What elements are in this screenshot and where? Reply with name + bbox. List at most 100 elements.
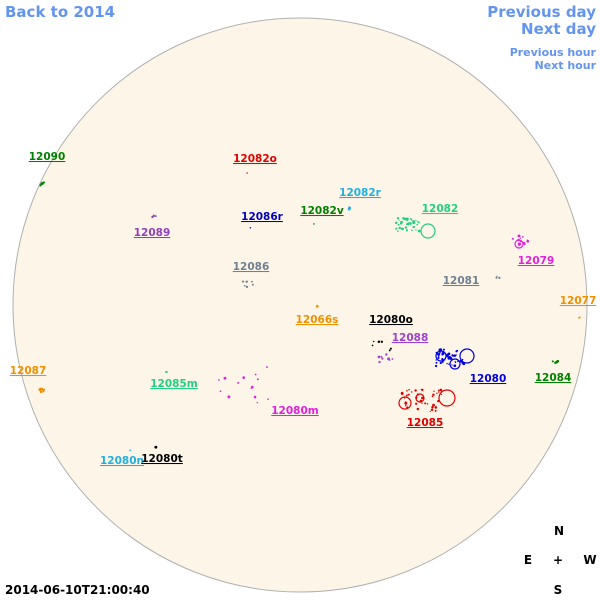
sunspot-large bbox=[435, 350, 447, 362]
sunspot bbox=[577, 317, 580, 319]
sunspot bbox=[406, 217, 409, 220]
region-label: 12089 bbox=[134, 227, 171, 239]
sunspot-large bbox=[420, 223, 436, 239]
sunspot bbox=[456, 349, 459, 352]
sunspot bbox=[246, 172, 248, 174]
compass-center: + bbox=[553, 553, 563, 567]
sunspot bbox=[432, 403, 435, 407]
sunspot bbox=[439, 361, 442, 365]
sunspot bbox=[511, 237, 514, 240]
sunspot bbox=[455, 354, 457, 356]
sunspot bbox=[395, 221, 398, 225]
sunspot-large bbox=[459, 348, 475, 364]
sunspot bbox=[421, 396, 424, 400]
sunspot bbox=[389, 347, 392, 350]
sunspot bbox=[398, 226, 401, 230]
sunspot bbox=[404, 226, 408, 229]
sunspot bbox=[410, 218, 412, 221]
timestamp: 2014-06-10T21:00:40 bbox=[5, 583, 150, 597]
sunspot bbox=[409, 222, 412, 225]
sunspot bbox=[154, 215, 157, 218]
sunspot bbox=[517, 234, 521, 238]
sunspot bbox=[154, 445, 158, 449]
sunspot bbox=[436, 400, 440, 403]
back-link[interactable]: Back to 2014 bbox=[5, 3, 115, 21]
sunspot bbox=[395, 227, 398, 230]
compass-east: E bbox=[524, 553, 532, 567]
sunspot bbox=[266, 366, 268, 368]
sunspot bbox=[498, 276, 501, 279]
sunspot bbox=[433, 390, 435, 392]
sunspot bbox=[517, 242, 521, 245]
sunspot bbox=[381, 357, 384, 360]
sunspot bbox=[435, 361, 438, 364]
sunspot bbox=[377, 355, 381, 359]
sunspot bbox=[41, 387, 44, 391]
sunspot bbox=[411, 229, 413, 232]
previous-day-link[interactable]: Previous day bbox=[487, 3, 596, 21]
sunspot bbox=[245, 285, 249, 288]
sunspot bbox=[416, 407, 420, 411]
region-label: 12080 bbox=[470, 373, 507, 385]
sunspot bbox=[400, 392, 404, 395]
next-hour-link[interactable]: Next hour bbox=[535, 59, 597, 72]
region-label: 12090 bbox=[29, 151, 66, 163]
sunspot bbox=[453, 354, 457, 357]
sunspot bbox=[250, 387, 252, 390]
sunspot bbox=[397, 218, 399, 220]
sunspot bbox=[522, 236, 524, 238]
sunspot bbox=[151, 215, 154, 219]
sunspot bbox=[440, 393, 442, 396]
region-label: 12081 bbox=[443, 275, 480, 287]
sunspot bbox=[388, 349, 391, 352]
region-label: 12086r bbox=[241, 211, 284, 223]
sunspot bbox=[434, 409, 437, 412]
sunspot bbox=[416, 220, 419, 223]
sunspot bbox=[434, 406, 438, 409]
sunspot bbox=[451, 354, 454, 357]
sunspot bbox=[436, 392, 438, 394]
sunspot bbox=[243, 284, 246, 287]
sunspot bbox=[459, 359, 461, 362]
sunspot bbox=[416, 223, 419, 226]
sunspot bbox=[442, 348, 445, 351]
sunspot bbox=[415, 402, 418, 405]
sunspot bbox=[451, 364, 453, 366]
previous-hour-link[interactable]: Previous hour bbox=[510, 46, 597, 59]
sunspot bbox=[348, 206, 351, 209]
sunspot bbox=[454, 361, 457, 364]
sunspot bbox=[426, 402, 429, 405]
region-label: 12088 bbox=[392, 332, 429, 344]
region-label: 12082 bbox=[422, 203, 459, 215]
sunspot bbox=[380, 355, 383, 358]
sunspot bbox=[227, 395, 231, 399]
sunspot bbox=[385, 353, 388, 356]
sunspot bbox=[218, 379, 220, 381]
region-label: 12079 bbox=[518, 255, 555, 267]
solar-disk bbox=[12, 17, 588, 593]
sunspot bbox=[313, 223, 315, 225]
sunspot-large bbox=[415, 393, 425, 403]
sunspot bbox=[408, 388, 410, 391]
sunspot bbox=[412, 221, 416, 225]
next-day-link[interactable]: Next day bbox=[521, 20, 596, 38]
sunspot bbox=[380, 340, 384, 343]
sunspot bbox=[446, 354, 449, 358]
sunspot bbox=[429, 410, 431, 413]
sunspot bbox=[431, 395, 434, 398]
region-label: 12085m bbox=[150, 378, 198, 390]
region-label: 12082r bbox=[339, 187, 382, 199]
sunspot bbox=[371, 344, 374, 347]
sunspot bbox=[397, 223, 400, 226]
sunspot bbox=[256, 378, 259, 381]
region-label: 12086 bbox=[233, 261, 270, 273]
sunspot bbox=[446, 363, 448, 365]
sunspot bbox=[414, 389, 417, 392]
sunspot bbox=[315, 304, 319, 308]
region-label: 12087 bbox=[10, 365, 47, 377]
sunspot bbox=[438, 352, 441, 355]
region-label: 12082o bbox=[233, 153, 277, 165]
region-label: 12080t bbox=[141, 453, 183, 465]
sunspot bbox=[237, 381, 240, 384]
